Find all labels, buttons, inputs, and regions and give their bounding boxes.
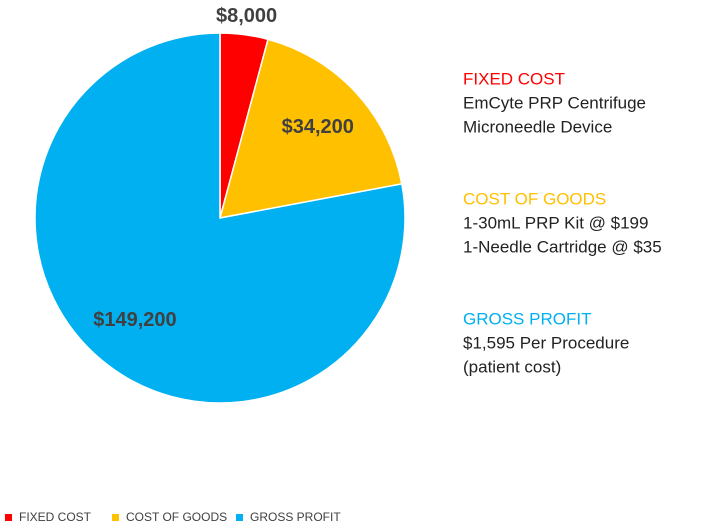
pie-slice bbox=[34, 32, 406, 404]
pie-slice bbox=[218, 38, 403, 219]
data-label: $34,200 bbox=[282, 116, 354, 138]
legend-label: GROSS PROFIT bbox=[250, 510, 341, 524]
annotation-line: (patient cost) bbox=[463, 357, 561, 376]
legend-label: FIXED COST bbox=[19, 510, 92, 524]
annotation-line: Microneedle Device bbox=[463, 117, 612, 136]
annotation-line: $1,595 Per Procedure bbox=[463, 333, 629, 352]
annotation-line: 1-30mL PRP Kit @ $199 bbox=[463, 213, 648, 232]
annotation-heading: FIXED COST bbox=[463, 69, 565, 88]
annotation-heading: GROSS PROFIT bbox=[463, 309, 591, 328]
legend-swatch bbox=[5, 514, 12, 521]
annotation-line: EmCyte PRP Centrifuge bbox=[463, 93, 646, 112]
legend-swatch bbox=[112, 514, 119, 521]
annotation-heading: COST OF GOODS bbox=[463, 189, 606, 208]
legend-label: COST OF GOODS bbox=[126, 510, 227, 524]
data-label: $8,000 bbox=[216, 5, 277, 27]
data-label: $149,200 bbox=[93, 309, 176, 331]
legend-swatch bbox=[236, 514, 243, 521]
annotation-line: 1-Needle Cartridge @ $35 bbox=[463, 237, 662, 256]
